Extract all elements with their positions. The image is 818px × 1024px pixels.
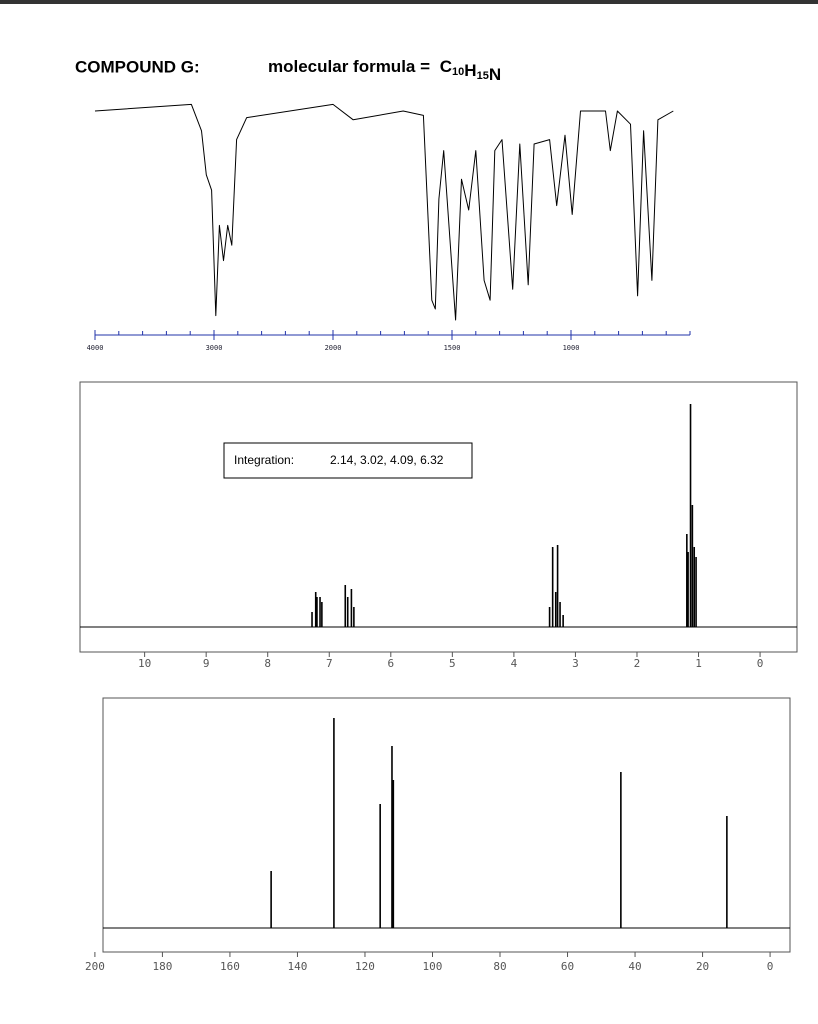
formula-symbol: H [464,61,476,80]
x-tick-label: 10 [138,657,151,670]
x-tick-label: 200 [85,960,105,973]
h-nmr-frame [79,381,798,653]
molecular-formula: molecular formula = C10H15N [268,57,501,84]
x-tick-label: 180 [152,960,172,973]
x-tick-label: 7 [326,657,333,670]
ir-tick-label: 1000 [563,344,580,352]
x-tick-label: 40 [628,960,641,973]
ir-tick-label: 1500 [444,344,461,352]
x-tick-label: 3 [572,657,579,670]
integration-box [223,442,473,479]
integration-values: 2.14, 3.02, 4.09, 6.32 [330,453,444,467]
x-tick-label: 1 [695,657,702,670]
x-tick-label: 160 [220,960,240,973]
x-tick-label: 4 [511,657,518,670]
x-tick-label: 80 [493,960,506,973]
ir-trace [94,103,674,321]
compound-title: COMPOUND G: [75,57,200,76]
ir-tick-label: 4000 [87,344,104,352]
formula-count: 15 [477,70,489,82]
x-tick-label: 60 [561,960,574,973]
x-tick-label: 6 [387,657,394,670]
x-tick-label: 20 [696,960,709,973]
x-tick-label: 8 [264,657,271,670]
x-tick-label: 0 [767,960,774,973]
formula-label: molecular formula = [268,57,430,76]
x-tick-label: 9 [203,657,210,670]
integration-label: Integration: [234,453,294,467]
formula-count: 10 [452,66,464,78]
top-bar [0,0,818,4]
x-tick-label: 2 [634,657,641,670]
ir-tick-label: 3000 [206,344,223,352]
x-tick-label: 5 [449,657,456,670]
x-tick-label: 120 [355,960,375,973]
formula-symbol: N [489,65,501,84]
ir-tick-label: 2000 [325,344,342,352]
x-tick-label: 100 [423,960,443,973]
x-tick-label: 140 [288,960,308,973]
c-nmr-frame [102,697,791,953]
x-tick-label: 0 [757,657,764,670]
formula-symbol: C [440,57,452,76]
